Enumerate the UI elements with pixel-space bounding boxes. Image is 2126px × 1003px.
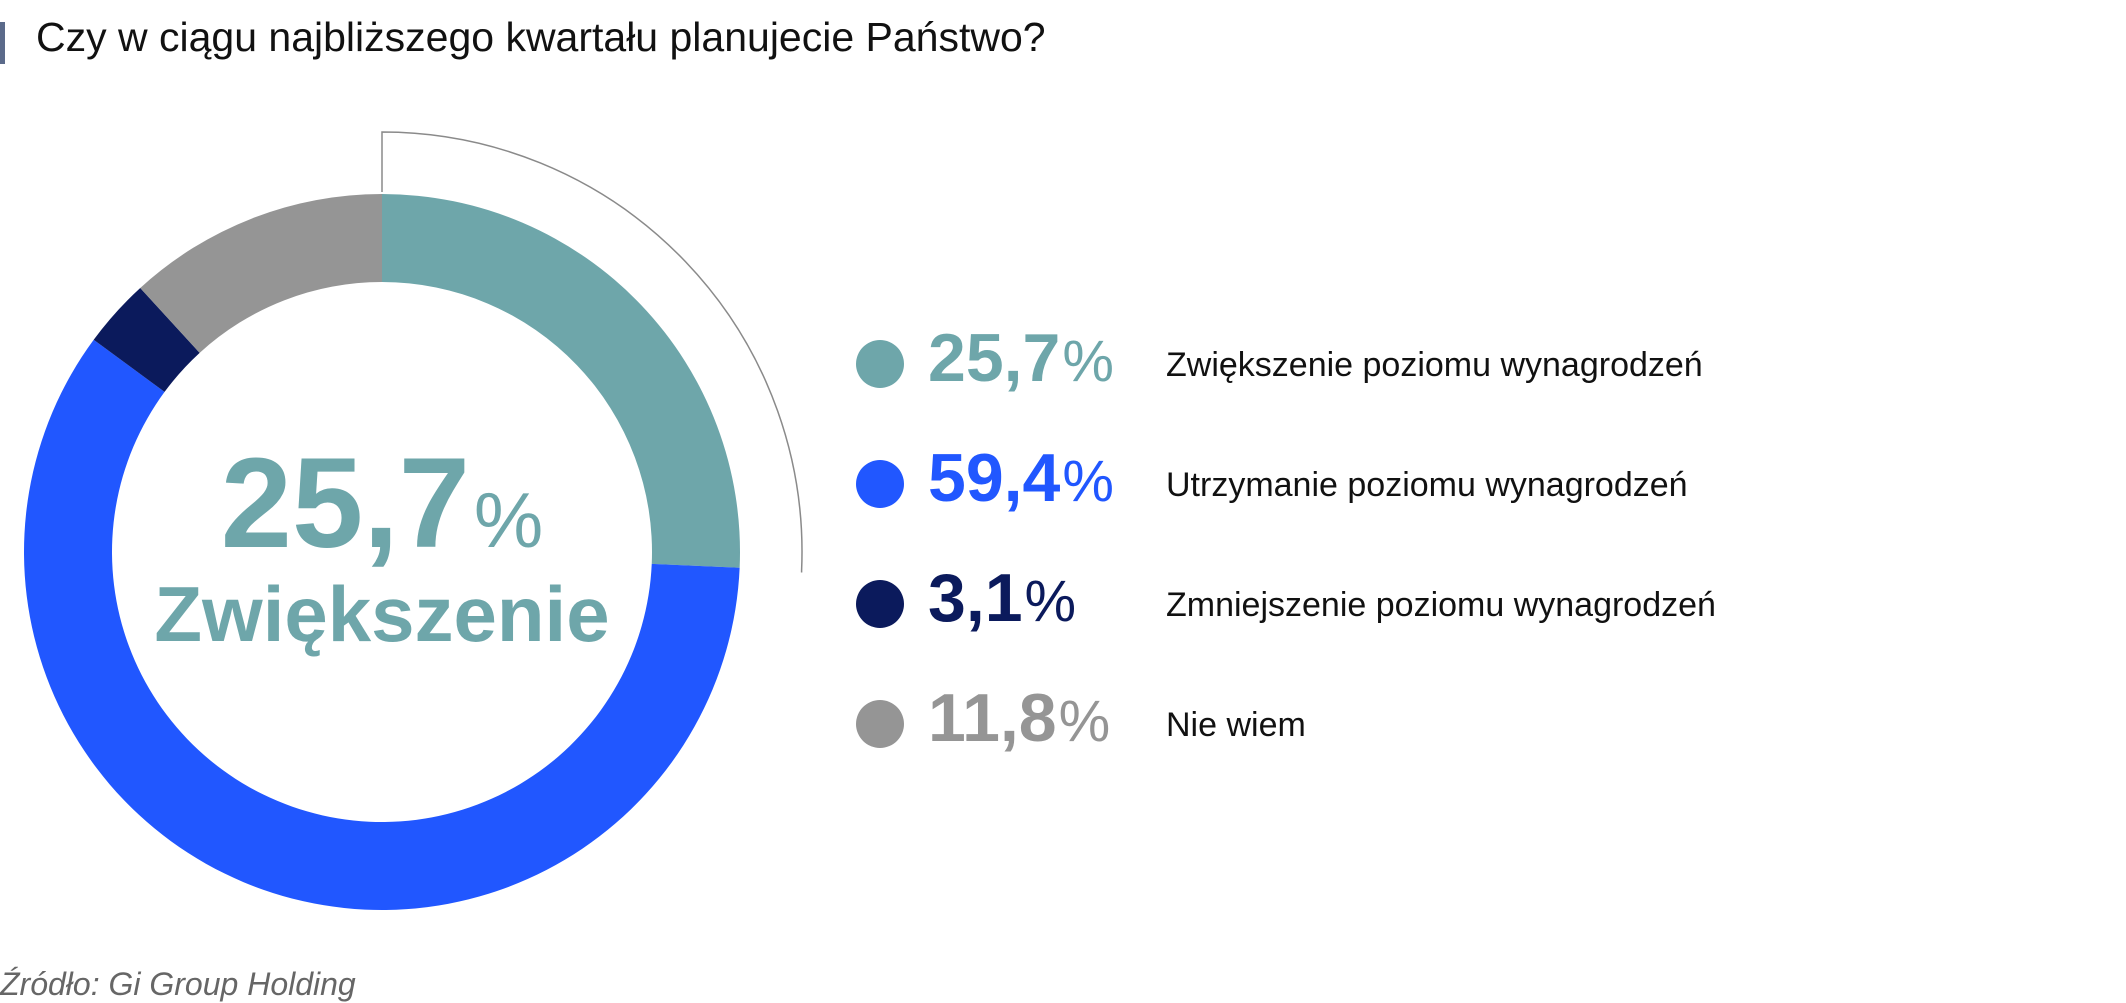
legend-item-2: 59,4% Utrzymanie poziomu wynagrodzeń <box>856 444 1856 570</box>
legend-value-number: 3,1 <box>928 560 1023 636</box>
donut-slice-1 <box>382 194 740 568</box>
legend-value-unit: % <box>1058 689 1111 754</box>
legend-dot-3 <box>856 580 904 628</box>
legend-value-1: 25,7% <box>928 324 1114 392</box>
legend-value-number: 25,7 <box>928 320 1061 396</box>
legend-label-2: Utrzymanie poziomu wynagrodzeń <box>1166 466 1688 504</box>
source-note: Źródło: Gi Group Holding <box>0 966 356 1002</box>
legend-value-4: 11,8% <box>928 684 1110 752</box>
legend-label-1: Zwiększenie poziomu wynagrodzeń <box>1166 346 1703 384</box>
center-label: Zwiększenie <box>154 570 610 658</box>
donut-slice-3 <box>93 287 200 392</box>
legend-value-unit: % <box>1024 569 1077 634</box>
legend-label-3: Zmniejszenie poziomu wynagrodzeń <box>1166 586 1716 624</box>
center-value: 25,7% <box>221 440 543 568</box>
legend-value-2: 59,4% <box>928 444 1114 512</box>
legend-value-number: 59,4 <box>928 440 1061 516</box>
legend-label-4: Nie wiem <box>1166 706 1306 744</box>
legend-value-number: 11,8 <box>928 680 1057 756</box>
legend-item-4: 11,8% Nie wiem <box>856 684 1856 810</box>
title-accent-bar <box>0 22 5 64</box>
center-value-number: 25,7 <box>220 432 470 575</box>
legend-value-3: 3,1% <box>928 564 1076 632</box>
legend-dot-1 <box>856 340 904 388</box>
center-value-unit: % <box>473 476 544 564</box>
legend-dot-2 <box>856 460 904 508</box>
highlight-bracket <box>381 131 803 573</box>
legend-value-unit: % <box>1062 449 1114 514</box>
donut-chart <box>23 131 803 911</box>
legend-item-3: 3,1% Zmniejszenie poziomu wynagrodzeń <box>856 564 1856 690</box>
legend-dot-4 <box>856 700 904 748</box>
legend-value-unit: % <box>1062 329 1114 394</box>
donut-slice-4 <box>140 194 382 353</box>
legend: 25,7% Zwiększenie poziomu wynagrodzeń 59,4… <box>856 324 1856 810</box>
legend-item-1: 25,7% Zwiększenie poziomu wynagrodzeń <box>856 324 1856 450</box>
donut-slice-2 <box>23 339 740 911</box>
chart-title: Czy w ciągu najbliższego kwartału planuj… <box>36 14 1046 60</box>
